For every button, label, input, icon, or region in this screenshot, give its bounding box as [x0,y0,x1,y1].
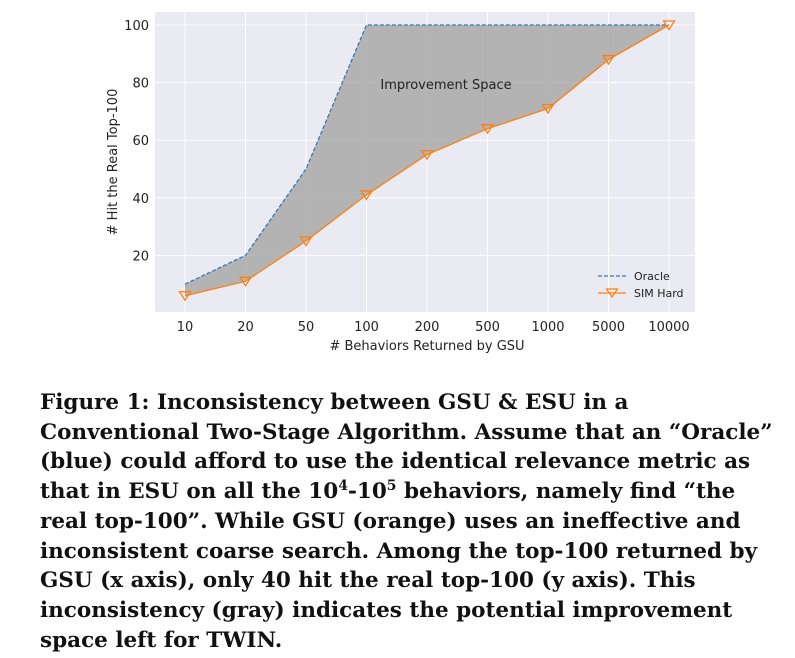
improvement-space-label: Improvement Space [380,78,511,93]
caption-part-1: Figure 1: Inconsistency between GSU & ES… [40,390,773,505]
sim-hard-marker-1000 [541,103,555,115]
y-tick-100: 100 [124,19,149,34]
x-tick-20: 20 [237,320,254,335]
series-layer [178,20,676,302]
y-tick-20: 20 [132,249,149,264]
x-axis-title: # Behaviors Returned by GSU [329,339,524,354]
x-tick-500: 500 [475,320,500,335]
sim-hard-marker-500 [480,124,495,135]
caption-exp-base-2: 10 [356,479,387,505]
oracle-line [184,24,669,285]
y-tick-60: 60 [132,134,149,149]
sim-hard-marker-5000 [601,54,616,66]
x-tick-labels: 10 20 50 100 200 500 1000 5000 10000 [177,320,690,335]
sim-hard-line [184,24,670,297]
y-tick-80: 80 [132,77,149,92]
x-tick-50: 50 [298,320,315,335]
sim-hard-marker-50 [299,236,313,247]
improvement-space-area [185,25,669,296]
sim-hard-marker-20 [238,276,253,288]
legend-simhard-label: SIM Hard [634,287,684,300]
x-tick-200: 200 [415,320,440,335]
legend-oracle-label: Oracle [634,270,670,283]
sim-hard-marker-200 [420,149,434,161]
x-tick-1000: 1000 [531,320,564,335]
caption-exponent-2: 5 [386,477,397,494]
y-tick-labels: 20 40 60 80 100 [124,19,149,264]
x-tick-100: 100 [354,320,379,335]
y-axis-title: # Hit the Real Top-100 [106,89,121,236]
x-tick-10: 10 [177,320,194,335]
legend: Oracle SIM Hard [598,270,684,300]
caption-exp-base-1: 10 [308,479,339,505]
x-tick-5000: 5000 [592,320,625,335]
sim-hard-marker-100 [359,190,374,201]
caption-exponent-1: 4 [338,477,348,494]
sim-hard-marker-10000 [662,20,676,31]
caption-dash: - [347,479,357,505]
sim-hard-marker-10 [178,291,192,302]
figure-caption: Figure 1: Inconsistency between GSU & ES… [40,388,780,655]
legend-simhard-marker [605,288,619,299]
x-tick-10000: 10000 [648,320,689,335]
chart: Improvement Space 10 20 50 100 200 500 1000 500… [106,12,695,354]
y-tick-40: 40 [132,192,149,207]
caption-part-2: behaviors, namely find “the real top-100… [40,479,758,653]
